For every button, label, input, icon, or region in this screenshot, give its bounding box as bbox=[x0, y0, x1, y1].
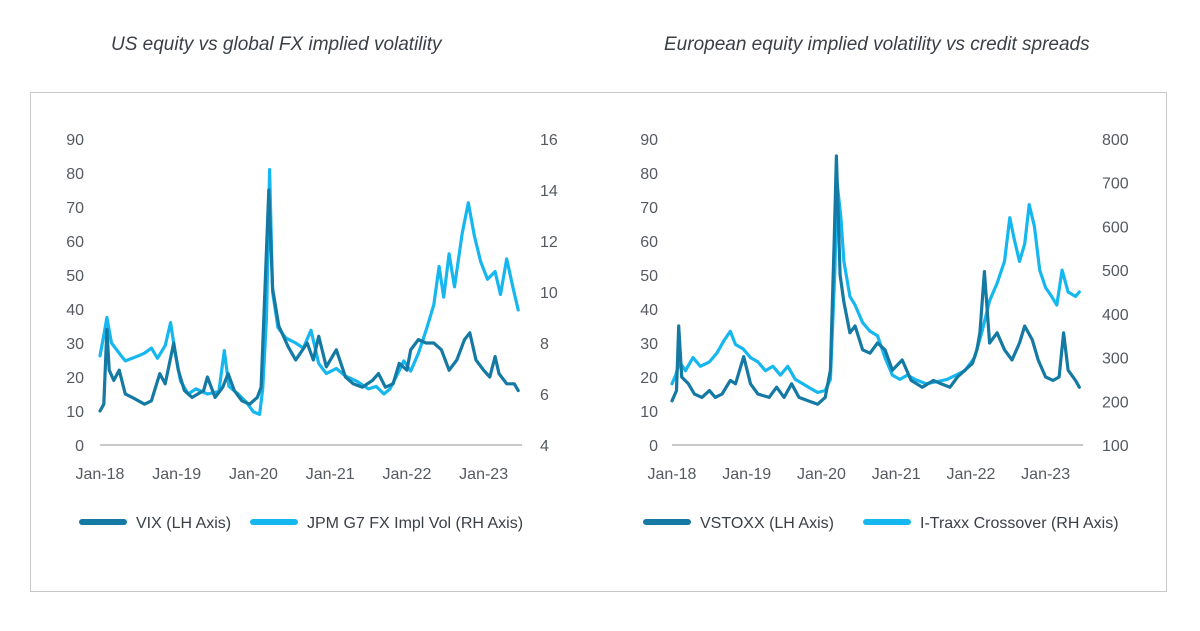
y-right-tick-label: 14 bbox=[540, 183, 558, 200]
y-right-tick-label: 600 bbox=[1102, 219, 1129, 236]
y-left-tick-label: 90 bbox=[66, 132, 84, 149]
x-tick-label: Jan-18 bbox=[648, 466, 697, 483]
y-left-tick-label: 10 bbox=[66, 404, 84, 421]
y-right-tick-label: 800 bbox=[1102, 132, 1129, 149]
y-left-tick-label: 20 bbox=[66, 370, 84, 387]
y-right-tick-label: 400 bbox=[1102, 307, 1129, 324]
legend-label: I-Traxx Crossover (RH Axis) bbox=[920, 515, 1119, 532]
y-right-tick-label: 200 bbox=[1102, 394, 1129, 411]
x-tick-label: Jan-19 bbox=[152, 466, 201, 483]
y-left-tick-label: 10 bbox=[640, 404, 658, 421]
y-right-tick-label: 100 bbox=[1102, 438, 1129, 455]
x-tick-label: Jan-21 bbox=[306, 466, 355, 483]
y-right-tick-label: 500 bbox=[1102, 263, 1129, 280]
legend-label: VSTOXX (LH Axis) bbox=[700, 515, 834, 532]
y-right-tick-label: 700 bbox=[1102, 176, 1129, 193]
charts-frame bbox=[30, 92, 1167, 592]
y-right-tick-label: 10 bbox=[540, 285, 558, 302]
series-line-0 bbox=[670, 154, 1081, 406]
y-left-tick-label: 50 bbox=[640, 268, 658, 285]
y-left-tick-label: 60 bbox=[640, 234, 658, 251]
x-tick-label: Jan-21 bbox=[872, 466, 921, 483]
x-tick-label: Jan-23 bbox=[1021, 466, 1070, 483]
x-tick-label: Jan-22 bbox=[946, 466, 995, 483]
y-left-tick-label: 0 bbox=[649, 438, 658, 455]
y-right-tick-label: 8 bbox=[540, 336, 549, 353]
y-right-tick-label: 16 bbox=[540, 132, 558, 149]
x-tick-label: Jan-20 bbox=[797, 466, 846, 483]
x-tick-label: Jan-18 bbox=[76, 466, 125, 483]
y-left-tick-label: 90 bbox=[640, 132, 658, 149]
y-left-tick-label: 60 bbox=[66, 234, 84, 251]
y-left-tick-label: 80 bbox=[66, 166, 84, 183]
series-line-0 bbox=[98, 188, 520, 413]
y-right-tick-label: 6 bbox=[540, 387, 549, 404]
x-tick-label: Jan-19 bbox=[722, 466, 771, 483]
y-left-tick-label: 80 bbox=[640, 166, 658, 183]
y-left-tick-label: 70 bbox=[66, 200, 84, 217]
y-right-tick-label: 4 bbox=[540, 438, 549, 455]
y-left-tick-label: 0 bbox=[75, 438, 84, 455]
y-right-tick-label: 12 bbox=[540, 234, 558, 251]
y-left-tick-label: 40 bbox=[66, 302, 84, 319]
y-left-tick-label: 30 bbox=[640, 336, 658, 353]
series-line-1 bbox=[98, 168, 520, 416]
y-left-tick-label: 30 bbox=[66, 336, 84, 353]
y-left-tick-label: 40 bbox=[640, 302, 658, 319]
x-tick-label: Jan-22 bbox=[382, 466, 431, 483]
y-left-tick-label: 70 bbox=[640, 200, 658, 217]
legend-label: VIX (LH Axis) bbox=[136, 515, 231, 532]
y-left-tick-label: 50 bbox=[66, 268, 84, 285]
x-tick-label: Jan-23 bbox=[459, 466, 508, 483]
chart-title-right: European equity implied volatility vs cr… bbox=[664, 34, 1090, 55]
x-tick-label: Jan-20 bbox=[229, 466, 278, 483]
y-left-tick-label: 20 bbox=[640, 370, 658, 387]
legend-label: JPM G7 FX Impl Vol (RH Axis) bbox=[307, 515, 523, 532]
y-right-tick-label: 300 bbox=[1102, 351, 1129, 368]
series-line-1 bbox=[670, 181, 1081, 395]
chart-title-left: US equity vs global FX implied volatilit… bbox=[111, 34, 442, 55]
